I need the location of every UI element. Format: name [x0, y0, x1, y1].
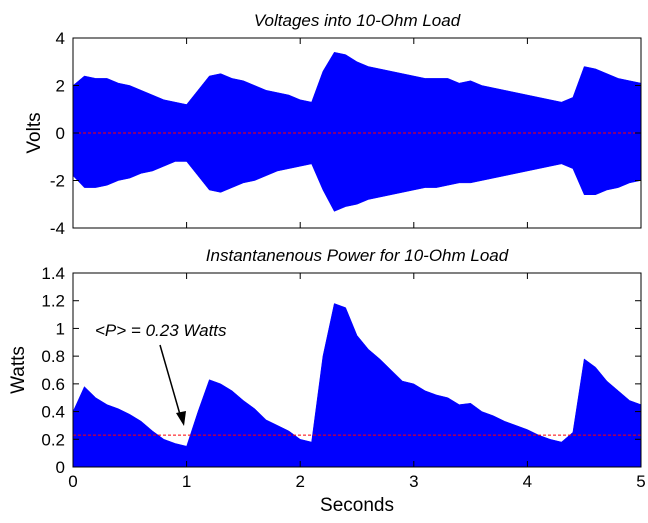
x-tick-label: 2: [295, 472, 304, 491]
x-tick-label: 4: [523, 472, 532, 491]
y-tick-label: 0.6: [41, 375, 65, 394]
annotation-arrow: [159, 344, 182, 419]
x-tick-label: 1: [182, 472, 191, 491]
y-tick-label: 1.4: [41, 264, 65, 283]
y-tick-label: 1.2: [41, 292, 65, 311]
chart-title: Voltages into 10-Ohm Load: [254, 11, 461, 30]
signal-area: [72, 303, 642, 468]
y-tick-label: 0.4: [41, 403, 65, 422]
x-axis-label: Seconds: [320, 495, 394, 516]
arrow-head: [176, 411, 186, 426]
y-axis-label: Watts: [8, 346, 29, 394]
chart-title: Instantanenous Power for 10-Ohm Load: [206, 246, 509, 265]
y-tick-label: 1: [56, 319, 65, 338]
y-tick-label: -2: [50, 172, 65, 191]
signal-area: [72, 51, 642, 134]
y-tick-label: 0: [56, 458, 65, 477]
x-tick-label: 0: [68, 472, 77, 491]
y-tick-label: 0.8: [41, 347, 65, 366]
y-tick-label: 2: [56, 77, 65, 96]
y-tick-label: 0: [56, 124, 65, 143]
annotation: <P> = 0.23 Watts: [95, 321, 227, 340]
y-tick-label: 0.2: [41, 430, 65, 449]
plot-frame: [72, 272, 642, 468]
y-tick-label: -4: [50, 219, 65, 238]
y-tick-label: 4: [56, 29, 65, 48]
signal-area: [72, 132, 642, 212]
x-tick-label: 3: [409, 472, 418, 491]
y-axis-label: Volts: [24, 112, 45, 153]
x-tick-label: 5: [636, 472, 645, 491]
